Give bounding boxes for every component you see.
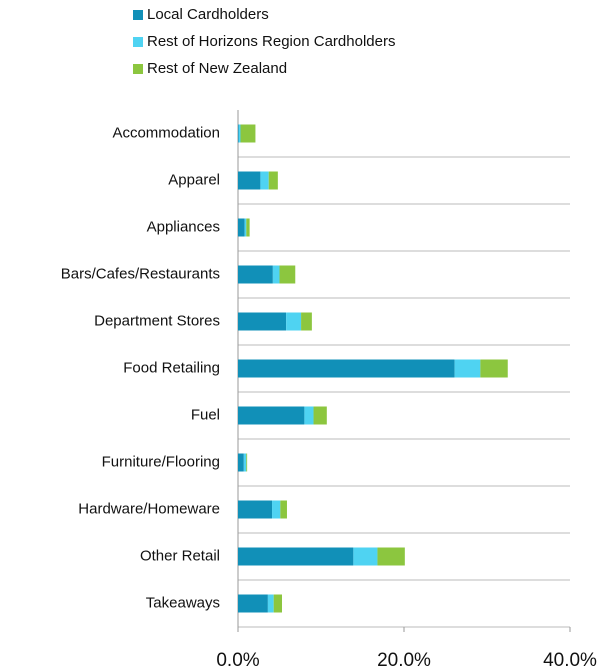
bar-segment [286,312,302,331]
legend-label: Local Cardholders [147,6,269,23]
legend-label: Rest of Horizons Region Cardholders [147,33,395,50]
bar-segment [238,594,268,613]
bar-segment [301,312,312,331]
legend-swatch [133,10,143,20]
category-label: Furniture/Flooring [102,453,220,470]
category-label: Other Retail [140,547,220,564]
bar-segment [243,453,247,472]
bar-segment [246,218,250,237]
bar-segment [238,500,273,519]
bar-segment [272,265,280,284]
bar-segment [238,124,241,143]
category-label: Takeaways [146,594,220,611]
bar-segment [240,124,256,143]
category-label: Bars/Cafes/Restaurants [61,265,220,282]
bar-segment [280,500,287,519]
bar-segment [238,453,244,472]
bar-segment [272,500,281,519]
bar-segment [377,547,405,566]
bar-segment [267,594,274,613]
bar-segment [238,218,245,237]
bar-segment [238,547,354,566]
x-tick-label: 20.0% [377,650,431,671]
category-label: Food Retailing [123,359,220,376]
category-label: Accommodation [112,124,220,141]
category-label: Department Stores [94,312,220,329]
bar-segment [480,359,508,378]
category-label: Appliances [147,218,220,235]
x-tick-label: 40.0% [543,650,597,671]
category-label: Hardware/Homeware [78,500,220,517]
bar-segment [238,171,261,190]
category-label: Fuel [191,406,220,423]
bar-segment [238,359,455,378]
bar-segment [246,453,248,472]
bar-segment [273,594,282,613]
legend-swatch [133,37,143,47]
bar-segment [353,547,378,566]
bar-segment [238,265,273,284]
bar-segment [238,124,239,143]
legend-swatch [133,64,143,74]
bar-segment [268,171,278,190]
x-tick-label: 0.0% [216,650,259,671]
bar-segment [279,265,296,284]
category-label: Apparel [168,171,220,188]
bar-segment [304,406,314,425]
bar-segment [244,218,247,237]
bar-segment [454,359,481,378]
bar-segment [313,406,327,425]
legend-label: Rest of New Zealand [147,60,287,77]
bar-segment [260,171,269,190]
bar-segment [238,406,305,425]
bar-segment [238,312,287,331]
